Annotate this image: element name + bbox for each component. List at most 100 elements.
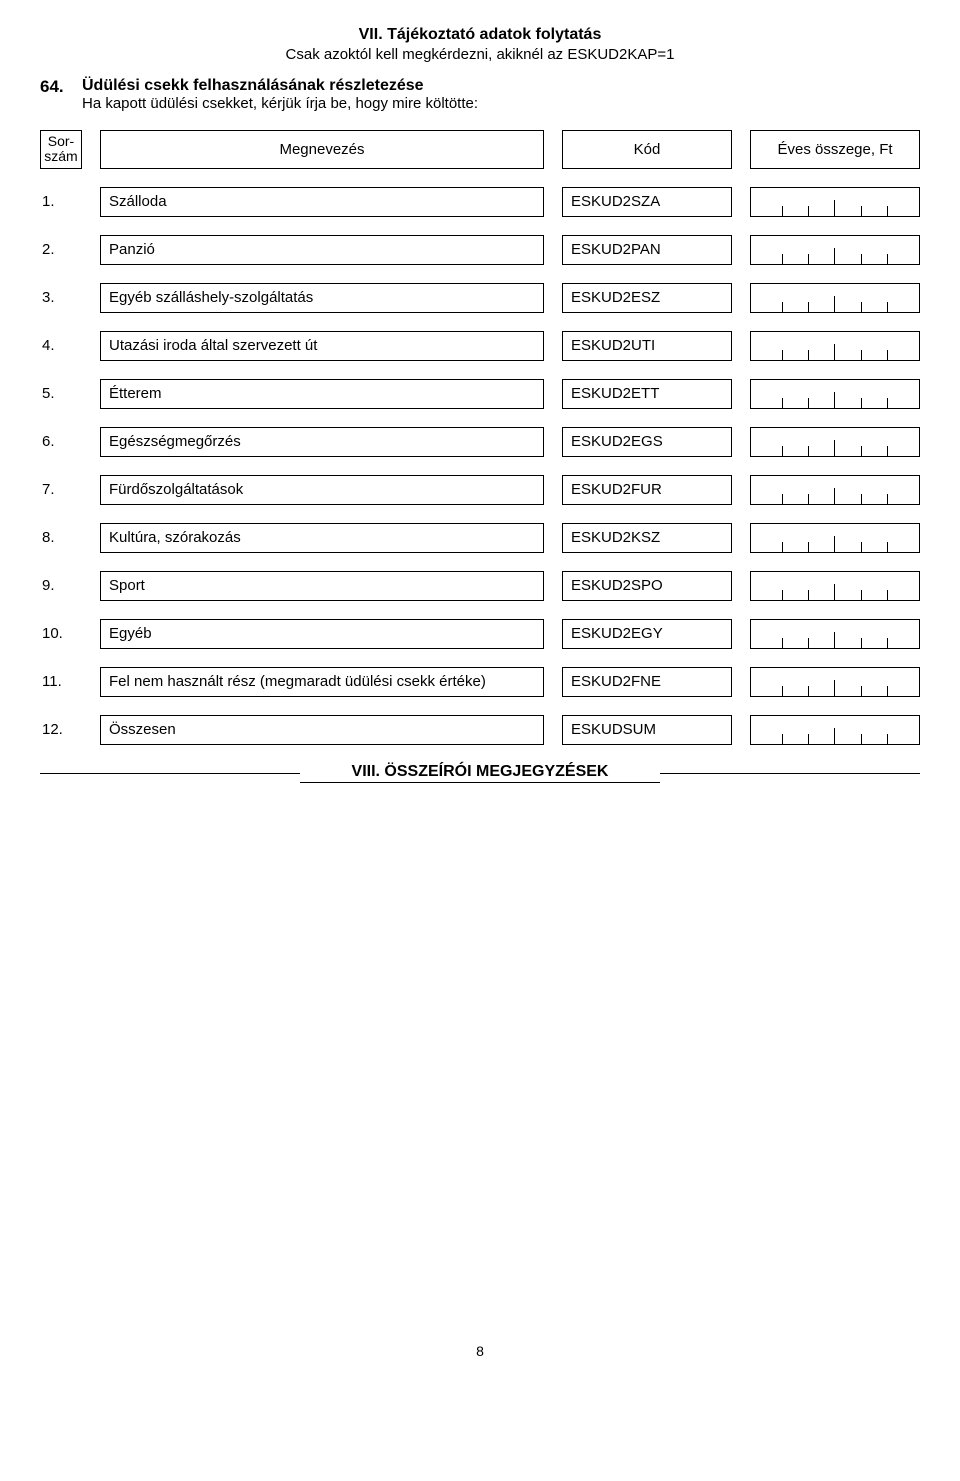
table-row: 11. Fel nem használt rész (megmaradt üdül…	[40, 667, 920, 697]
question-number: 64.	[40, 77, 82, 97]
tick-mark	[834, 296, 835, 312]
row-amount-input[interactable]	[750, 475, 920, 505]
tick-mark	[887, 302, 888, 312]
row-amount-input[interactable]	[750, 571, 920, 601]
row-name: Egyéb szálláshely-szolgáltatás	[100, 283, 544, 313]
row-number: 12.	[40, 715, 82, 745]
row-amount-input[interactable]	[750, 523, 920, 553]
row-name: Fel nem használt rész (megmaradt üdülési…	[100, 667, 544, 697]
tick-mark	[861, 302, 862, 312]
tick-mark	[887, 542, 888, 552]
tick-mark	[808, 398, 809, 408]
tick-mark	[861, 542, 862, 552]
row-amount-input[interactable]	[750, 667, 920, 697]
footer-section: VIII. ÖSSZEÍRÓI MEGJEGYZÉSEK	[40, 763, 920, 783]
row-name: Összesen	[100, 715, 544, 745]
col-header-name: Megnevezés	[100, 130, 544, 169]
tick-mark	[808, 254, 809, 264]
tick-mark	[834, 392, 835, 408]
row-name: Panzió	[100, 235, 544, 265]
tick-mark	[834, 440, 835, 456]
tick-mark	[782, 638, 783, 648]
tick-mark	[834, 248, 835, 264]
row-code: ESKUD2SZA	[562, 187, 732, 217]
tick-mark	[834, 584, 835, 600]
row-amount-input[interactable]	[750, 187, 920, 217]
row-amount-input[interactable]	[750, 235, 920, 265]
table-row: 7.FürdőszolgáltatásokESKUD2FUR	[40, 475, 920, 505]
row-number: 4.	[40, 331, 82, 361]
row-code: ESKUD2ESZ	[562, 283, 732, 313]
footer-label: VIII. ÖSSZEÍRÓI MEGJEGYZÉSEK	[300, 763, 660, 783]
tick-mark	[808, 494, 809, 504]
table-row: 12.ÖsszesenESKUDSUM	[40, 715, 920, 745]
row-number: 2.	[40, 235, 82, 265]
tick-mark	[861, 206, 862, 216]
tick-mark	[808, 734, 809, 744]
tick-mark	[861, 638, 862, 648]
table-row: 1.SzállodaESKUD2SZA	[40, 187, 920, 217]
row-number: 8.	[40, 523, 82, 553]
tick-mark	[834, 728, 835, 744]
tick-mark	[782, 350, 783, 360]
tick-mark	[782, 590, 783, 600]
tick-mark	[861, 590, 862, 600]
row-amount-input[interactable]	[750, 379, 920, 409]
col-header-code: Kód	[562, 130, 732, 169]
tick-mark	[834, 632, 835, 648]
row-number: 9.	[40, 571, 82, 601]
tick-mark	[861, 254, 862, 264]
footer-rule-left	[40, 773, 300, 774]
tick-mark	[861, 734, 862, 744]
col-header-num-l2: szám	[44, 149, 77, 164]
row-number: 10.	[40, 619, 82, 649]
row-code: ESKUD2EGS	[562, 427, 732, 457]
page-number: 8	[40, 1343, 920, 1359]
row-amount-input[interactable]	[750, 283, 920, 313]
tick-mark	[834, 536, 835, 552]
row-name: Utazási iroda által szervezett út	[100, 331, 544, 361]
row-number: 11.	[40, 667, 82, 697]
section-subtitle: Csak azoktól kell megkérdezni, akiknél a…	[40, 46, 920, 63]
tick-mark	[782, 686, 783, 696]
tick-mark	[887, 398, 888, 408]
row-amount-input[interactable]	[750, 427, 920, 457]
tick-mark	[887, 494, 888, 504]
tick-mark	[861, 686, 862, 696]
row-amount-input[interactable]	[750, 619, 920, 649]
tick-mark	[887, 206, 888, 216]
table-row: 2.PanzióESKUD2PAN	[40, 235, 920, 265]
table-row: 10.EgyébESKUD2EGY	[40, 619, 920, 649]
row-amount-input[interactable]	[750, 715, 920, 745]
tick-mark	[782, 446, 783, 456]
row-name: Egyéb	[100, 619, 544, 649]
row-code: ESKUD2SPO	[562, 571, 732, 601]
tick-mark	[861, 446, 862, 456]
table-row: 3. Egyéb szálláshely-szolgáltatás ESKUD2ES…	[40, 283, 920, 313]
question-title: Üdülési csekk felhasználásának részletez…	[82, 77, 920, 95]
tick-mark	[887, 350, 888, 360]
tick-mark	[808, 206, 809, 216]
col-header-num: Sor- szám	[40, 130, 82, 169]
row-number: 1.	[40, 187, 82, 217]
row-amount-input[interactable]	[750, 331, 920, 361]
row-code: ESKUD2ETT	[562, 379, 732, 409]
row-number: 7.	[40, 475, 82, 505]
row-name: Étterem	[100, 379, 544, 409]
tick-mark	[834, 200, 835, 216]
table-row: 8.Kultúra, szórakozásESKUD2KSZ	[40, 523, 920, 553]
tick-mark	[887, 734, 888, 744]
table-row: 4.Utazási iroda által szervezett útESKUD…	[40, 331, 920, 361]
question-body: Üdülési csekk felhasználásának részletez…	[82, 77, 920, 112]
col-header-amount: Éves összege, Ft	[750, 130, 920, 169]
question-header: 64. Üdülési csekk felhasználásának részl…	[40, 77, 920, 112]
row-number: 3.	[40, 283, 82, 313]
tick-mark	[861, 494, 862, 504]
tick-mark	[782, 206, 783, 216]
tick-mark	[808, 542, 809, 552]
row-name: Fürdőszolgáltatások	[100, 475, 544, 505]
tick-mark	[782, 494, 783, 504]
row-name: Kultúra, szórakozás	[100, 523, 544, 553]
tick-mark	[887, 590, 888, 600]
tick-mark	[861, 398, 862, 408]
